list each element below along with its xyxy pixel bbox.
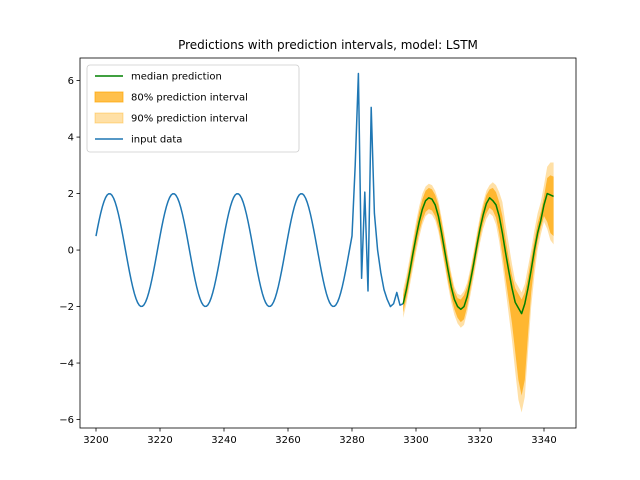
- x-tick-label: 3240: [211, 435, 236, 446]
- input-data-line: [95, 72, 404, 308]
- y-tick-label: 4: [68, 133, 74, 144]
- y-tick-label: −2: [59, 302, 74, 313]
- y-tick-label: 6: [68, 76, 74, 87]
- legend-median-label: median prediction: [131, 72, 222, 83]
- legend-90-swatch: [94, 112, 124, 124]
- x-tick-label: 3260: [275, 435, 300, 446]
- x-tick-label: 3280: [339, 435, 364, 446]
- y-tick-label: 0: [68, 246, 74, 257]
- x-tick-label: 3200: [83, 435, 108, 446]
- axes: 3200 3220 3240 3260 3280 3300 3320 3340 −6 −4 −2 0 2…: [59, 57, 577, 446]
- x-tick-label: 3300: [403, 435, 428, 446]
- y-tick-label: 2: [68, 189, 74, 200]
- legend-80-swatch: [94, 91, 124, 103]
- legend-box: [86, 64, 300, 153]
- legend-80-label: 80% prediction interval: [131, 93, 248, 104]
- median-prediction-line: [402, 192, 554, 315]
- chart-title: Predictions with prediction intervals, m…: [178, 38, 478, 52]
- legend-input-label: input data: [131, 135, 182, 146]
- series-layer: [95, 72, 554, 413]
- axes-frame: [79, 57, 577, 429]
- legend-90-label: 90% prediction interval: [131, 114, 248, 125]
- y-tick-label: −6: [59, 415, 74, 426]
- legend: median prediction 80% prediction interval…: [86, 64, 300, 153]
- x-tick-label: 3340: [531, 435, 556, 446]
- x-tick-label: 3320: [467, 435, 492, 446]
- x-tick-label: 3220: [147, 435, 172, 446]
- y-tick-label: −4: [59, 359, 74, 370]
